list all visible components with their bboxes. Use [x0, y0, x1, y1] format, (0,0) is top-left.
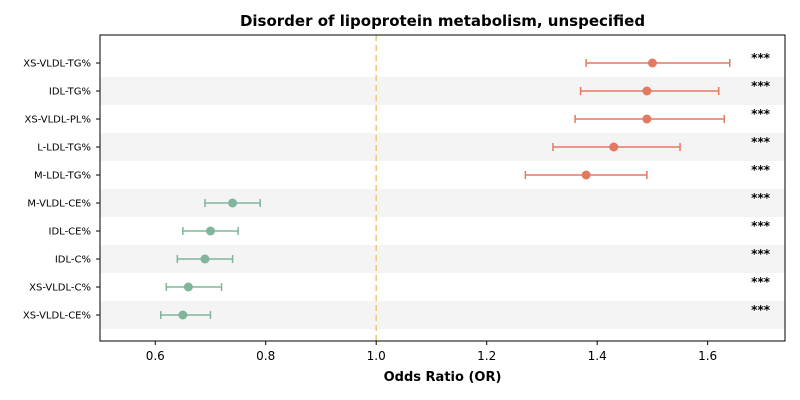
x-tick-label: 0.8 [256, 349, 275, 363]
forest-row: *** [574, 107, 771, 124]
significance-label: *** [751, 247, 771, 261]
x-tick-labels: 0.6 0.8 1.0 1.2 1.4 1.6 [146, 341, 717, 363]
x-tick-label: 1.4 [588, 349, 607, 363]
or-point [205, 226, 215, 236]
or-point [581, 170, 591, 180]
row-band [100, 189, 785, 217]
or-point [647, 58, 657, 68]
significance-label: *** [751, 163, 771, 177]
y-tick-labels: XS-VLDL-TG% IDL-TG% XS-VLDL-PL% L-LDL-TG% M-… [23, 59, 100, 322]
or-point [228, 198, 238, 208]
forest-row: *** [160, 303, 771, 320]
forest-row: *** [552, 135, 771, 152]
or-point [642, 86, 652, 96]
y-tick-label: IDL-C% [55, 255, 91, 266]
y-tick-label: XS-VLDL-CE% [23, 311, 91, 322]
y-tick-label: L-LDL-TG% [37, 143, 91, 154]
or-point [642, 114, 652, 124]
significance-label: *** [751, 51, 771, 65]
forest-row: *** [176, 247, 771, 264]
forest-row: *** [579, 79, 771, 96]
forest-row: *** [204, 191, 771, 208]
significance-label: *** [751, 275, 771, 289]
significance-label: *** [751, 219, 771, 233]
x-tick-label: 0.6 [146, 349, 165, 363]
significance-label: *** [751, 79, 771, 93]
forest-row: *** [524, 163, 771, 180]
significance-label: *** [751, 135, 771, 149]
or-point [609, 142, 619, 152]
y-tick-label: XS-VLDL-PL% [25, 115, 91, 126]
or-point [200, 254, 210, 264]
or-point [183, 282, 193, 292]
y-tick-label: M-LDL-TG% [34, 171, 91, 182]
row-bands [100, 77, 785, 329]
significance-label: *** [751, 107, 771, 121]
y-tick-label: IDL-TG% [49, 87, 91, 98]
x-tick-label: 1.2 [477, 349, 496, 363]
x-tick-label: 1.0 [367, 349, 386, 363]
forest-row: *** [182, 219, 771, 236]
x-tick-label: 1.6 [698, 349, 717, 363]
y-tick-label: XS-VLDL-TG% [23, 59, 91, 70]
x-axis-label: Odds Ratio (OR) [384, 370, 502, 385]
y-tick-label: XS-VLDL-C% [29, 283, 91, 294]
significance-label: *** [751, 191, 771, 205]
forest-row: *** [165, 275, 771, 292]
data-marks: *** *** *** *** *** *** *** *** *** *** [160, 51, 771, 320]
y-tick-label: IDL-CE% [49, 227, 91, 238]
chart-title: Disorder of lipoprotein metabolism, unsp… [240, 12, 645, 30]
y-tick-label: M-VLDL-CE% [27, 199, 91, 210]
row-band [100, 133, 785, 161]
row-band [100, 301, 785, 329]
forest-row: *** [585, 51, 771, 68]
or-point [178, 310, 188, 320]
plot-frame [99, 34, 786, 342]
significance-label: *** [751, 303, 771, 317]
